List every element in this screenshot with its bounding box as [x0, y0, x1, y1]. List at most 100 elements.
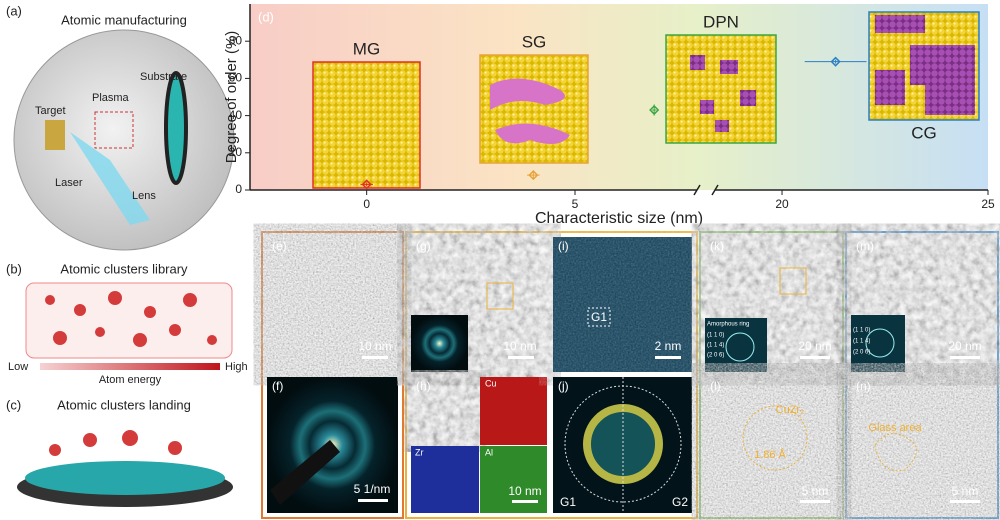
plane: (1 1 0): [707, 333, 724, 339]
panel-label: (f): [272, 379, 283, 393]
scale-label: 20 nm: [948, 339, 981, 353]
substrate: [164, 71, 188, 185]
point: [830, 56, 841, 67]
point: [649, 104, 660, 116]
cluster-region: [715, 120, 729, 132]
x-tick-label: 20: [775, 197, 789, 211]
cluster-region: [700, 100, 714, 114]
panel-label: (g): [416, 239, 431, 253]
film: [25, 461, 225, 495]
structure-inset: [479, 54, 589, 164]
ring: [725, 332, 755, 362]
cluster-region: [910, 45, 975, 115]
half-label: G2: [672, 495, 688, 509]
scale-bar: [508, 356, 534, 359]
clusters: [45, 291, 217, 347]
panel-label: (c): [6, 397, 21, 412]
region-label: Glass area: [868, 422, 922, 434]
frame: [845, 231, 999, 519]
axis-break: [693, 184, 719, 196]
panel-label: (j): [558, 379, 569, 393]
panel-title: Atomic manufacturing: [61, 12, 187, 27]
panel-label: (h): [416, 379, 431, 393]
frame: [699, 231, 844, 519]
texture: [553, 237, 692, 372]
phase-label: CuZr₂: [776, 404, 805, 416]
panel-label: (m): [856, 239, 874, 253]
ring: [865, 328, 895, 358]
plane: (2 0 6): [707, 353, 724, 359]
label: Lens: [132, 190, 156, 202]
beam-stop: [270, 440, 340, 505]
map-cu: [480, 377, 547, 445]
scale-bar: [950, 356, 980, 359]
plane: (1 1 4): [853, 339, 870, 345]
spacing-label: 1.86 Å: [754, 448, 786, 461]
scale-label: 10 nm: [508, 484, 541, 498]
grain: [742, 405, 808, 471]
inset: [851, 315, 905, 372]
chart: (d) 0 20 40 60 80 0 5 20 25 Characteristic size (n…: [223, 4, 995, 227]
cluster-region: [740, 90, 756, 106]
cluster-library: [25, 282, 233, 359]
frame: [261, 231, 404, 519]
plasma-box: [94, 111, 134, 149]
y-tick-label: 80: [229, 33, 243, 47]
ring: [583, 404, 663, 484]
map-label: Zr: [415, 447, 424, 457]
x-tick-label: 25: [981, 197, 995, 211]
plane: (1 1 0): [853, 328, 870, 334]
scale-label: 10 nm: [503, 339, 536, 353]
scale-label: 10 nm: [358, 339, 391, 353]
series-name: MG: [353, 39, 380, 58]
landing-clusters: [49, 430, 182, 456]
panel-label: (d): [258, 9, 274, 24]
panel-title: Atomic clusters library: [60, 261, 188, 276]
target: [45, 120, 65, 150]
label: Target: [35, 105, 66, 117]
scale-bar: [800, 356, 830, 359]
scale-bar: [950, 500, 980, 503]
glass-region: [874, 433, 917, 472]
scale-bar: [358, 499, 388, 502]
half-label: G1: [560, 495, 576, 509]
cluster-region: [720, 60, 738, 74]
label: Plasma: [92, 92, 130, 104]
scale-title: Atom energy: [99, 374, 162, 386]
panel-label: (a): [6, 3, 22, 18]
inset: [705, 318, 767, 372]
structure-inset: [312, 61, 421, 189]
scale-label: 2 nm: [655, 339, 682, 353]
frame: [405, 231, 698, 519]
x-axis-title: Characteristic size (nm): [535, 210, 703, 227]
y-tick-label: 40: [229, 108, 243, 122]
cluster-region: [690, 55, 705, 70]
zoom-box: [486, 282, 514, 310]
cluster-region: [490, 78, 565, 110]
cluster-region: [875, 70, 905, 105]
region-label: G1: [591, 310, 607, 324]
micrograph: [411, 377, 479, 445]
plane: (2 0 6): [853, 350, 870, 356]
scale-bar: [655, 356, 681, 359]
scale-low: Low: [8, 361, 28, 373]
map-label: Cu: [485, 378, 497, 388]
label: Laser: [55, 177, 83, 189]
x-tick-label: 0: [363, 197, 370, 211]
x-tick-label: 5: [572, 197, 579, 211]
cluster-region: [495, 123, 570, 144]
plane: (1 1 4): [707, 343, 724, 349]
panel-label: (i): [558, 239, 569, 253]
panel-label: (k): [710, 239, 724, 253]
energy-bar: [40, 363, 220, 370]
scale-bar: [512, 500, 538, 503]
panel-label: (l): [710, 379, 721, 393]
series-name: DPN: [703, 12, 739, 31]
series-name: CG: [911, 123, 937, 142]
cluster-region: [875, 15, 925, 33]
scale-label: 5 1/nm: [354, 482, 391, 496]
point: [361, 179, 372, 190]
scale-label: 5 nm: [952, 484, 979, 498]
inset: [411, 315, 468, 372]
y-axis-title: Degree of order (%): [223, 31, 240, 164]
